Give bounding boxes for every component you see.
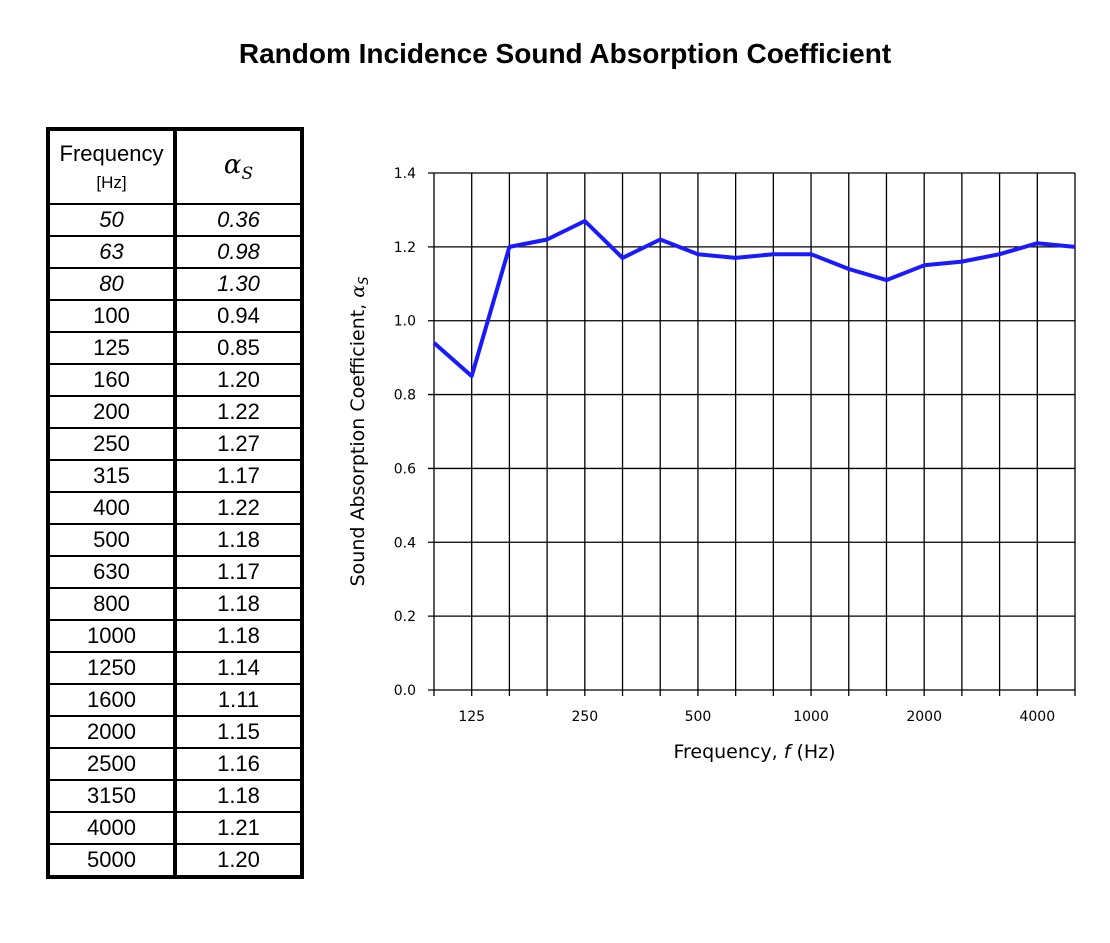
alpha-cell: 1.21 bbox=[174, 811, 300, 845]
table-row: 2500 1.16 bbox=[50, 747, 300, 781]
alpha-cell: 1.22 bbox=[174, 395, 300, 429]
table-row: 3150 1.18 bbox=[50, 779, 300, 813]
alpha-cell: 0.36 bbox=[174, 203, 300, 237]
page-title: Random Incidence Sound Absorption Coeffi… bbox=[238, 38, 892, 69]
table-header-row: Frequency [Hz] αS bbox=[50, 131, 300, 204]
frequency-cell: 100 bbox=[50, 299, 177, 333]
alpha-cell: 0.85 bbox=[174, 331, 300, 365]
table-row: 5000 1.20 bbox=[50, 843, 300, 875]
alpha-cell: 0.94 bbox=[174, 299, 300, 333]
y-tick-label: 1.0 bbox=[394, 314, 416, 330]
alpha-cell: 1.27 bbox=[174, 427, 300, 461]
table-row: 80 1.30 bbox=[50, 267, 300, 301]
table-row: 125 0.85 bbox=[50, 331, 300, 365]
alpha-cell: 1.22 bbox=[174, 491, 300, 525]
frequency-cell: 1250 bbox=[50, 651, 177, 685]
table-row: 250 1.27 bbox=[50, 427, 300, 461]
frequency-header-unit: [Hz] bbox=[96, 173, 127, 192]
x-tick-label: 1000 bbox=[793, 709, 829, 725]
frequency-cell: 200 bbox=[50, 395, 177, 429]
frequency-cell: 800 bbox=[50, 587, 177, 621]
alpha-cell: 0.98 bbox=[174, 235, 300, 269]
alpha-symbol-subscript: S bbox=[241, 164, 254, 185]
table-row: 200 1.22 bbox=[50, 395, 300, 429]
y-tick-label: 0.4 bbox=[394, 535, 416, 551]
alpha-cell: 1.18 bbox=[174, 523, 300, 557]
table-row: 1000 1.18 bbox=[50, 619, 300, 653]
table-row: 800 1.18 bbox=[50, 587, 300, 621]
frequency-cell: 3150 bbox=[50, 779, 177, 813]
table-row: 50 0.36 bbox=[50, 203, 300, 237]
frequency-cell: 1600 bbox=[50, 683, 177, 717]
frequency-cell: 1000 bbox=[50, 619, 177, 653]
alpha-column-header: αS bbox=[174, 131, 300, 204]
frequency-cell: 80 bbox=[50, 267, 177, 301]
alpha-cell: 1.18 bbox=[174, 779, 300, 813]
y-tick-label: 1.2 bbox=[394, 240, 416, 256]
alpha-cell: 1.20 bbox=[174, 843, 300, 875]
x-tick-label: 125 bbox=[458, 709, 485, 725]
table-row: 2000 1.15 bbox=[50, 715, 300, 749]
frequency-cell: 125 bbox=[50, 331, 177, 365]
y-tick-label: 0.6 bbox=[394, 461, 416, 477]
alpha-cell: 1.30 bbox=[174, 267, 300, 301]
series-points bbox=[433, 220, 1076, 377]
x-tick-label: 500 bbox=[685, 709, 712, 725]
frequency-cell: 5000 bbox=[50, 843, 177, 875]
y-tick-label: 0.8 bbox=[394, 388, 416, 404]
alpha-cell: 1.17 bbox=[174, 555, 300, 589]
frequency-cell: 500 bbox=[50, 523, 177, 557]
alpha-cell: 1.15 bbox=[174, 715, 300, 749]
table-row: 4000 1.21 bbox=[50, 811, 300, 845]
y-tick-label: 1.4 bbox=[394, 166, 416, 182]
series-line bbox=[432, 219, 1076, 379]
x-axis-label: Frequency, f (Hz) bbox=[673, 741, 835, 763]
x-axis-ticks: 125 250 500 1000 2000 4000 bbox=[433, 690, 1076, 725]
alpha-cell: 1.14 bbox=[174, 651, 300, 685]
alpha-cell: 1.17 bbox=[174, 459, 300, 493]
x-tick-label: 2000 bbox=[906, 709, 942, 725]
alpha-cell: 1.16 bbox=[174, 747, 300, 781]
frequency-cell: 2500 bbox=[50, 747, 177, 781]
chart-grid bbox=[428, 172, 1076, 691]
frequency-cell: 250 bbox=[50, 427, 177, 461]
y-tick-label: 0.2 bbox=[394, 609, 416, 625]
y-axis-label: Sound Absorption Coefficient, αS bbox=[347, 277, 372, 587]
alpha-cell: 1.20 bbox=[174, 363, 300, 397]
frequency-cell: 63 bbox=[50, 235, 177, 269]
table-row: 630 1.17 bbox=[50, 555, 300, 589]
alpha-cell: 1.11 bbox=[174, 683, 300, 717]
table-row: 400 1.22 bbox=[50, 491, 300, 525]
frequency-column-header: Frequency [Hz] bbox=[50, 131, 177, 204]
table-row: 500 1.18 bbox=[50, 523, 300, 557]
alpha-cell: 1.18 bbox=[174, 587, 300, 621]
x-tick-label: 250 bbox=[571, 709, 598, 725]
frequency-cell: 160 bbox=[50, 363, 177, 397]
table-row: 63 0.98 bbox=[50, 235, 300, 269]
table-row: 1600 1.11 bbox=[50, 683, 300, 717]
alpha-symbol: αS bbox=[223, 149, 253, 184]
frequency-cell: 4000 bbox=[50, 811, 177, 845]
table-row: 315 1.17 bbox=[50, 459, 300, 493]
frequency-cell: 50 bbox=[50, 203, 177, 237]
frequency-cell: 630 bbox=[50, 555, 177, 589]
table-row: 100 0.94 bbox=[50, 299, 300, 333]
table-row: 160 1.20 bbox=[50, 363, 300, 397]
frequency-cell: 2000 bbox=[50, 715, 177, 749]
absorption-table: Frequency [Hz] αS 50 0.36 63 0.98 80 1.30 100 0… bbox=[46, 127, 304, 879]
frequency-header-label: Frequency bbox=[59, 141, 164, 166]
absorption-table-grid: Frequency [Hz] αS 50 0.36 63 0.98 80 1.30 100 0… bbox=[50, 131, 300, 875]
y-axis-ticks: 0.0 0.2 0.4 0.6 0.8 1.0 1.2 1.4 bbox=[394, 166, 416, 699]
table-row: 1250 1.14 bbox=[50, 651, 300, 685]
x-tick-label: 4000 bbox=[1019, 709, 1055, 725]
alpha-symbol-char: α bbox=[223, 149, 242, 180]
frequency-cell: 400 bbox=[50, 491, 177, 525]
alpha-cell: 1.18 bbox=[174, 619, 300, 653]
frequency-cell: 315 bbox=[50, 459, 177, 493]
y-tick-label: 0.0 bbox=[394, 683, 416, 699]
